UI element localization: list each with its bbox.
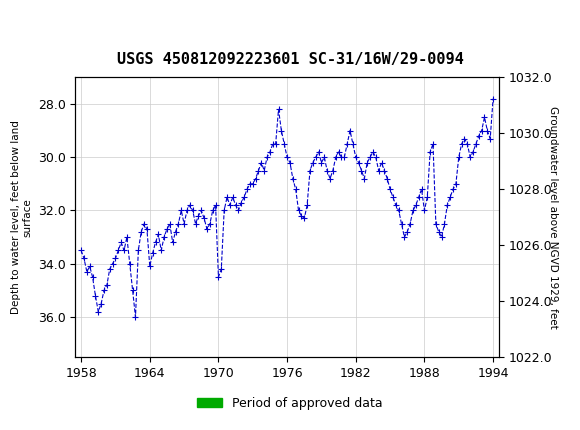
Y-axis label: Groundwater level above NGVD 1929, feet: Groundwater level above NGVD 1929, feet bbox=[548, 106, 558, 329]
Text: USGS 450812092223601 SC-31/16W/29-0094: USGS 450812092223601 SC-31/16W/29-0094 bbox=[117, 52, 463, 67]
Y-axis label: Depth to water level, feet below land
surface: Depth to water level, feet below land su… bbox=[10, 120, 32, 314]
Text: ≡USGS: ≡USGS bbox=[12, 16, 70, 35]
Bar bbox=[81, 362, 379, 370]
Legend: Period of approved data: Period of approved data bbox=[192, 392, 388, 415]
Bar bbox=[401, 362, 493, 370]
